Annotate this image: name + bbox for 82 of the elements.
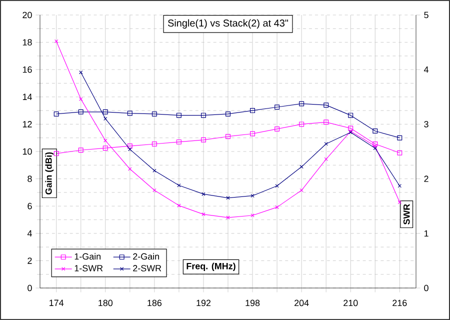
point — [348, 112, 354, 118]
point — [202, 192, 206, 196]
point — [54, 151, 59, 156]
point — [152, 142, 157, 146]
x-tick-label: 192 — [196, 300, 211, 306]
point — [324, 142, 328, 146]
point — [324, 102, 329, 108]
y2-tick-label: 1 — [424, 230, 428, 236]
point — [226, 111, 230, 116]
y-tick-label: 0 — [28, 284, 32, 292]
point — [397, 135, 402, 140]
point — [128, 167, 132, 171]
point — [176, 139, 182, 144]
point — [127, 110, 132, 116]
point — [128, 147, 132, 152]
point — [127, 144, 132, 149]
point — [275, 184, 279, 188]
y-tick-label: 14 — [22, 94, 32, 100]
point — [78, 109, 84, 114]
point — [250, 214, 254, 218]
y-tick-label: 16 — [22, 66, 32, 73]
point — [226, 134, 230, 139]
y-tick-label: 6 — [28, 202, 32, 210]
y2-tick-label: 2 — [424, 176, 428, 182]
y-tick-label: 20 — [22, 12, 32, 18]
point — [152, 111, 157, 116]
point — [152, 168, 156, 172]
point — [274, 104, 280, 110]
y2-axis-title: SWR — [403, 204, 410, 224]
x-tick-label: 174 — [50, 300, 64, 306]
legend-label: 1-SWR — [74, 265, 103, 272]
y-axis-title: Gain (dBi) — [45, 152, 54, 194]
point — [348, 126, 354, 131]
y-tick-label: 2 — [28, 258, 32, 264]
x-tick-label: 210 — [344, 300, 358, 306]
y-tick-label: 8 — [28, 176, 32, 182]
point — [300, 164, 304, 169]
y-tick-label: 18 — [22, 39, 32, 46]
legend-label: 2-Gain — [133, 253, 159, 260]
y2-tick-label: 5 — [424, 12, 428, 18]
y-tick-label: 12 — [22, 121, 32, 128]
point — [324, 120, 329, 125]
point — [177, 184, 181, 188]
point — [275, 205, 279, 210]
point — [274, 126, 280, 132]
x-tick-label: 204 — [294, 300, 309, 306]
y2-tick-label: 0 — [424, 284, 428, 292]
point — [202, 212, 206, 216]
point — [102, 109, 108, 114]
point — [299, 122, 304, 127]
point — [372, 142, 378, 146]
point — [299, 101, 304, 106]
point — [200, 137, 206, 142]
point — [373, 144, 377, 148]
chart-subtitle: Single(1) vs Stack(2) at 43" — [168, 19, 288, 29]
point — [78, 148, 84, 153]
point — [102, 146, 108, 151]
legend-label: 2-SWR — [133, 265, 162, 272]
y-tick-label: 10 — [22, 148, 32, 155]
x-tick-label: 198 — [246, 300, 260, 306]
x-tick-label: 216 — [392, 300, 407, 306]
point — [200, 112, 206, 118]
x-axis-title: Freq. (MHz) — [186, 262, 236, 272]
point — [226, 196, 230, 200]
point — [250, 131, 256, 136]
point — [152, 188, 156, 192]
point — [250, 108, 256, 114]
legend-label: 1-Gain — [74, 253, 100, 260]
y-tick-label: 4 — [27, 230, 32, 236]
point — [176, 112, 182, 118]
point — [372, 128, 378, 134]
y2-tick-label: 4 — [424, 66, 428, 73]
point — [250, 194, 254, 198]
point — [226, 216, 230, 220]
point — [324, 157, 328, 161]
point — [300, 188, 304, 192]
point — [104, 116, 108, 121]
x-tick-label: 186 — [148, 300, 162, 306]
y2-tick-label: 3 — [424, 121, 428, 128]
x-tick-label: 180 — [98, 300, 113, 306]
point — [54, 111, 59, 116]
point — [397, 150, 402, 156]
